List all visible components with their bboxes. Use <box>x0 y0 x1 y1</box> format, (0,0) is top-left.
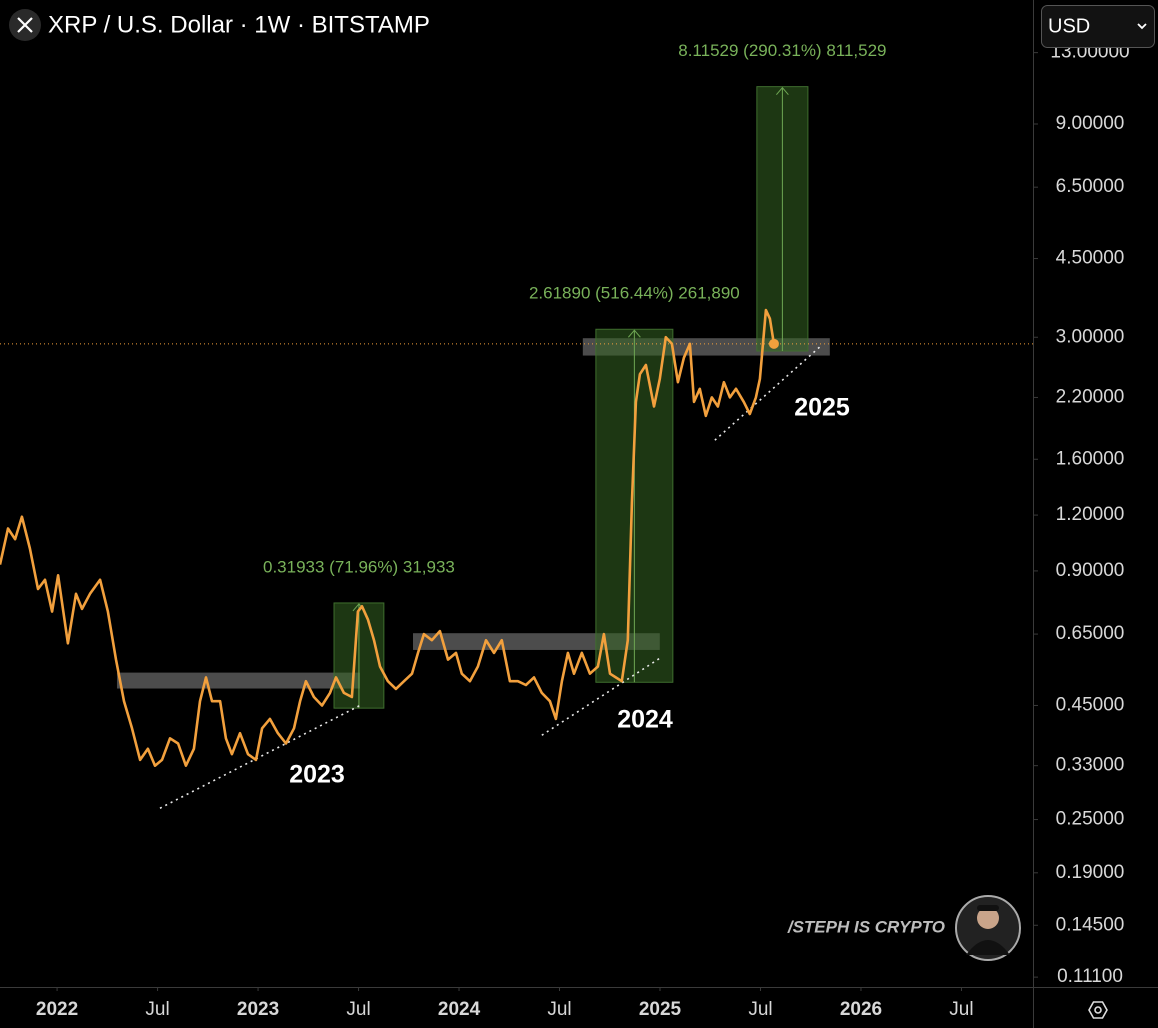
measure-arrow-head <box>627 329 641 338</box>
y-tick-label: 0.65000 <box>1056 623 1125 644</box>
currency-select-chevron <box>1137 23 1147 30</box>
trendline <box>159 704 361 809</box>
x-tick-label: 2023 <box>237 999 279 1020</box>
measure-label: 8.11529 (290.31%) 811,529 <box>678 41 886 60</box>
y-tick-label: 0.45000 <box>1056 694 1125 715</box>
y-tick-label: 0.11100 <box>1057 966 1123 987</box>
settings-button[interactable] <box>1088 1001 1108 1019</box>
x-tick-label: Jul <box>346 999 370 1020</box>
y-tick-label: 1.20000 <box>1056 504 1125 525</box>
measure-arrow-head <box>776 86 789 95</box>
y-tick-label: 1.60000 <box>1056 448 1125 469</box>
avatar-face <box>977 907 999 929</box>
x-tick-label: Jul <box>547 999 571 1020</box>
last-price-dot <box>768 338 779 349</box>
y-tick-label: 0.25000 <box>1056 809 1125 830</box>
x-tick-label: Jul <box>949 999 973 1020</box>
symbol-icon[interactable] <box>9 9 41 41</box>
x-tick-label: Jul <box>748 999 772 1020</box>
y-tick-label: 0.90000 <box>1056 560 1125 581</box>
x-tick-label: 2024 <box>438 999 481 1020</box>
plot-area: 0.31933 (71.96%) 31,933 2.61890 (516.44%)… <box>0 41 1033 936</box>
resistance-zone <box>116 672 360 689</box>
avatar-body <box>966 940 1010 955</box>
y-tick-label: 0.19000 <box>1056 862 1125 883</box>
x-tick-label: Jul <box>145 999 169 1020</box>
y-tick-label: 6.50000 <box>1056 176 1125 197</box>
symbol-icon-glyph <box>17 17 33 33</box>
y-tick-label: 3.00000 <box>1056 326 1125 347</box>
x-tick-label: 2025 <box>639 999 682 1020</box>
measure-label: 0.31933 (71.96%) 31,933 <box>263 557 455 576</box>
y-tick-label: 0.33000 <box>1056 755 1125 776</box>
y-tick-label: 0.14500 <box>1056 914 1125 935</box>
settings-dot <box>1094 1006 1102 1014</box>
chart-title: XRP / U.S. Dollar · 1W · BITSTAMP <box>48 11 430 38</box>
axes: 13.000009.000006.500004.500003.000002.20… <box>36 42 1130 1020</box>
watermark: /STEPH IS CRYPTO <box>787 917 945 936</box>
y-tick-label: 9.00000 <box>1056 113 1125 134</box>
x-tick-label: 2022 <box>36 999 78 1020</box>
year-annotation: 2023 <box>289 761 345 789</box>
settings-hexagon <box>1088 1001 1108 1019</box>
year-annotation: 2025 <box>794 394 850 422</box>
y-tick-label: 4.50000 <box>1056 248 1125 269</box>
avatar <box>955 895 1021 961</box>
y-tick-label: 2.20000 <box>1056 386 1125 407</box>
year-annotation: 2024 <box>617 706 673 734</box>
currency-select-box <box>1041 5 1155 48</box>
currency-select[interactable]: USD <box>1041 5 1155 48</box>
currency-select-label: USD <box>1048 15 1090 37</box>
x-tick-label: 2026 <box>840 999 882 1020</box>
measure-label: 2.61890 (516.44%) 261,890 <box>529 284 740 303</box>
price-line <box>0 308 776 767</box>
avatar-cap <box>977 905 999 911</box>
